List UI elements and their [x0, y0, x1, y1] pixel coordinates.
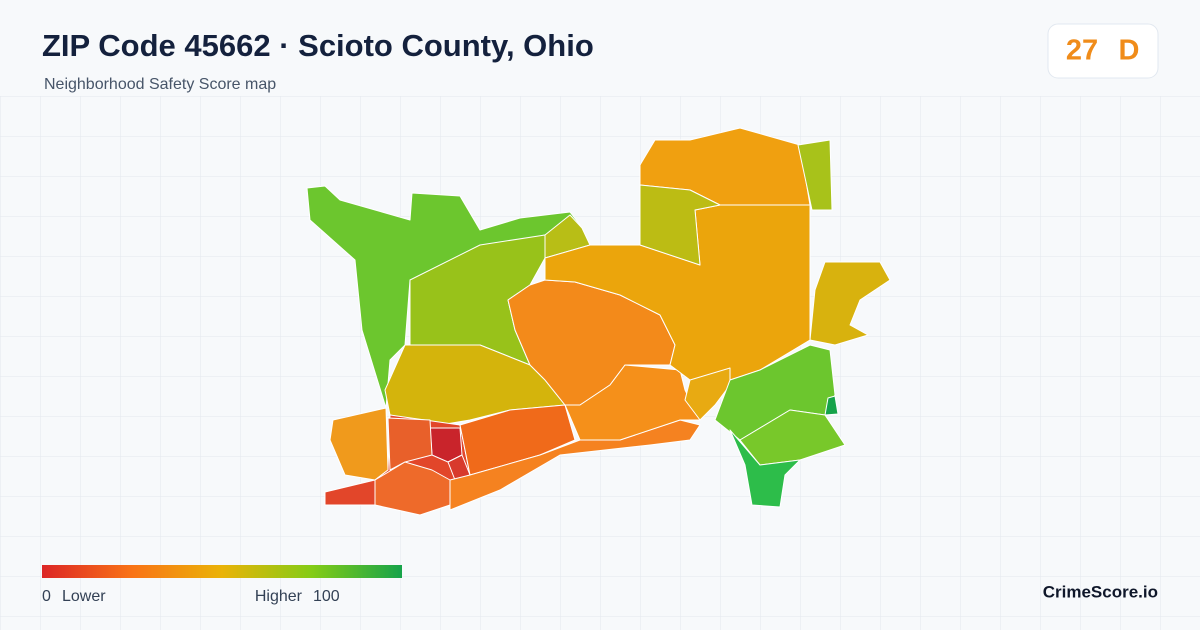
legend-min-label: Lower: [62, 588, 106, 605]
legend-gradient: [42, 565, 402, 578]
region: [809, 261, 891, 346]
region: [684, 367, 731, 421]
region: [797, 139, 833, 211]
region: [729, 429, 801, 508]
score-badge: [1047, 23, 1159, 79]
region: [639, 184, 721, 266]
brand: CrimeScore.io: [1043, 582, 1158, 601]
map: [306, 127, 891, 516]
region: [544, 214, 591, 259]
score-grade: D: [1119, 35, 1140, 67]
region: [387, 417, 433, 471]
region: [564, 364, 701, 441]
legend-max-label: Higher: [255, 588, 303, 605]
score-value: 27: [1066, 35, 1098, 67]
legend-max: 100: [313, 588, 340, 605]
legend-min: 0: [42, 588, 51, 605]
region: [824, 395, 839, 416]
title: ZIP Code 45662 · Scioto County, Ohio: [42, 28, 594, 63]
region: [449, 419, 701, 511]
subtitle: Neighborhood Safety Score map: [44, 76, 276, 93]
